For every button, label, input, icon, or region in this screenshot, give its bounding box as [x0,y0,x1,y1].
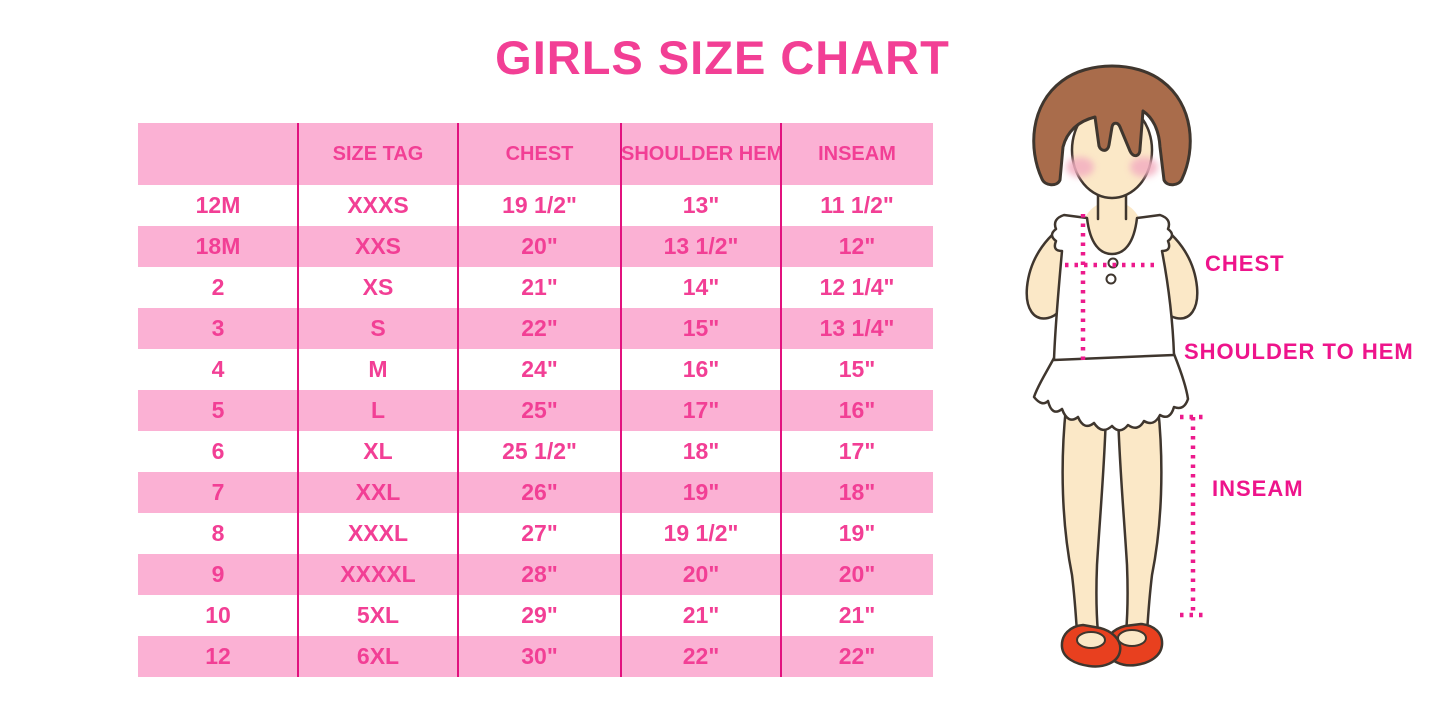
table-cell: 3 [211,315,225,341]
table-cell: 5 [211,397,225,423]
table-row: 18M XXS 20" 13 1/2" 12" [138,226,933,267]
table-cell: XXXL [347,520,409,546]
figure-shoe-left-foot-opening [1076,631,1106,649]
table-cell: 13 1/4" [819,315,895,341]
size-table: SIZE TAG CHEST SHOULDER HEM INSEAM 12M XX… [138,123,933,677]
table-cell: 8 [211,520,225,546]
table-cell: 21" [521,274,558,300]
table-cell: 7 [211,479,225,505]
table-cell: 29" [521,602,558,628]
table-cell: 16" [682,356,720,382]
table-cell: 20" [521,233,558,259]
table-cell: 22" [838,643,876,669]
table-cell: 19 1/2" [502,192,577,218]
table-cell: 28" [521,561,558,587]
table-cell: 6 [211,438,225,464]
table-cell: 15" [838,356,876,382]
figure-top-button-2 [1105,273,1117,285]
table-cell: 10 [205,602,231,628]
inseam-measure-label: INSEAM [1212,476,1304,501]
table-row: 5 L 25" 17" 16" [138,390,933,431]
table-row: 9 XXXXL 28" 20" 20" [138,554,933,595]
table-cell: 12 1/4" [819,274,895,300]
figure-hair [1032,64,1192,187]
table-cell: 25 1/2" [502,438,577,464]
table-cell: M [368,356,388,382]
table-cell: XXXS [347,192,409,218]
table-cell: 4 [211,356,225,382]
table-header-row: SIZE TAG CHEST SHOULDER HEM INSEAM [138,123,933,185]
table-cell: 18" [682,438,720,464]
table-cell: 18M [195,233,241,259]
figure-leg-right [1116,405,1163,635]
table-cell: 17" [838,438,876,464]
table-row: 7 XXL 26" 19" 18" [138,472,933,513]
table-row: 8 XXXL 27" 19 1/2" 19" [138,513,933,554]
table-cell: 22" [521,315,558,341]
table-header-cell-chest: CHEST [505,143,574,165]
table-cell: 6XL [356,643,400,669]
table-cell: 11 1/2" [820,192,894,218]
table-cell: 5XL [356,602,400,628]
table-cell: 25" [521,397,558,423]
table-header-cell-inseam: INSEAM [818,143,896,165]
table-cell: XXXXL [340,561,416,587]
table-header-cell-shoulder-hem: SHOULDER HEM [621,143,784,165]
table-row: 10 5XL 29" 21" 21" [138,595,933,636]
table-row: 12 6XL 30" 22" 22" [138,636,933,677]
table-cell: 18" [838,479,876,505]
table-row: 2 XS 21" 14" 12 1/4" [138,267,933,308]
table-row: 6 XL 25 1/2" 18" 17" [138,431,933,472]
column-divider [780,123,782,677]
table-cell: 22" [682,643,720,669]
table-cell: S [370,315,386,341]
table-row: 4 M 24" 16" 15" [138,349,933,390]
column-divider [297,123,299,677]
table-cell: 19" [838,520,876,546]
table-cell: XXS [354,233,402,259]
table-cell: 19" [682,479,720,505]
column-divider [620,123,622,677]
girl-figure-illustration [1025,64,1207,668]
table-cell: 2 [211,274,225,300]
table-row: 12M XXXS 19 1/2" 13" 11 1/2" [138,185,933,226]
table-cell: 24" [521,356,558,382]
table-header-cell-size-tag: SIZE TAG [332,143,424,165]
table-cell: 30" [521,643,558,669]
page-title: GIRLS SIZE CHART [495,31,950,84]
figure-leg-left [1061,405,1108,635]
table-cell: 12M [195,192,241,218]
table-cell: 9 [211,561,225,587]
table-cell: 20" [838,561,876,587]
column-divider [457,123,459,677]
chest-measure-label: CHEST [1205,251,1285,276]
table-cell: 12" [838,233,876,259]
table-cell: L [370,397,386,423]
table-row: 3 S 22" 15" 13 1/4" [138,308,933,349]
table-cell: 14" [682,274,720,300]
table-cell: 27" [521,520,558,546]
table-cell: 20" [682,561,720,587]
table-cell: 21" [682,602,720,628]
table-cell: 12 [205,643,231,669]
figure-shoe-right-foot-opening [1117,629,1147,647]
figure-skirt [1032,352,1190,432]
table-cell: 15" [682,315,720,341]
figure-top-bodice [1050,213,1176,362]
figure-cheek-left [1066,157,1094,177]
shoulder-to-hem-measure-label: SHOULDER TO HEM [1184,339,1414,364]
size-table-body: 12M XXXS 19 1/2" 13" 11 1/2" 18M XXS 20" 13 1/2"… [138,185,933,677]
table-cell: XL [363,438,393,464]
table-cell: 13" [682,192,720,218]
table-cell: XXL [355,479,401,505]
figure-cheek-right [1130,157,1158,177]
table-cell: XS [362,274,394,300]
table-cell: 17" [682,397,720,423]
table-cell: 13 1/2" [663,233,739,259]
table-cell: 16" [838,397,876,423]
table-cell: 19 1/2" [663,520,739,546]
table-cell: 26" [521,479,558,505]
table-cell: 21" [838,602,876,628]
